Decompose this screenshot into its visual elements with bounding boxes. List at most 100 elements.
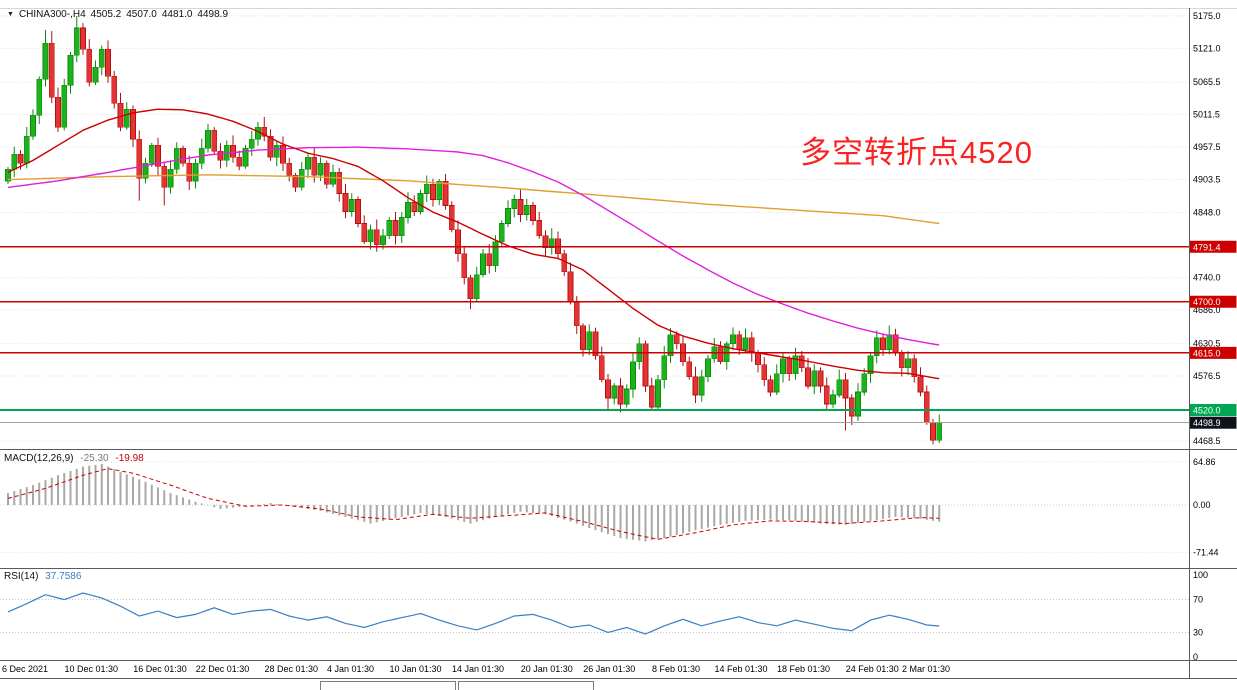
candle-body: [367, 229, 374, 242]
price-badge-label: 4498.9: [1193, 418, 1221, 428]
candle-body: [598, 355, 605, 381]
candle-body: [673, 334, 680, 345]
candle-body: [42, 42, 49, 80]
candle-body: [911, 358, 918, 378]
macd-signal-line: [7, 468, 940, 540]
candle-body: [148, 145, 155, 164]
ohlc-low: 4481.0: [161, 9, 193, 20]
candle-body: [730, 334, 736, 345]
x-date-label: 6 Dec 2021: [2, 664, 48, 674]
y-tick-label: 4576.5: [1193, 371, 1221, 381]
candle-body: [661, 355, 668, 381]
candle-body: [611, 385, 618, 399]
x-date-label: 26 Jan 01:30: [583, 664, 635, 674]
y-tick-label: 4468.5: [1193, 436, 1221, 446]
candle-body: [411, 202, 418, 212]
candle-body: [705, 358, 711, 378]
candle-body: [623, 388, 630, 405]
candle-body: [511, 199, 518, 209]
candle-body: [692, 376, 699, 396]
candle-body: [755, 352, 761, 366]
y-tick-label: 5121.0: [1193, 43, 1221, 53]
x-date-label: 8 Feb 01:30: [652, 664, 700, 674]
candle-body: [73, 27, 80, 56]
candle-body: [455, 229, 461, 254]
candle-body: [905, 358, 911, 369]
candle-body: [542, 235, 549, 248]
candle-body: [80, 27, 86, 50]
candle-body: [105, 48, 111, 77]
candle-body: [55, 96, 61, 128]
candle-body: [230, 145, 236, 158]
candle-body: [142, 163, 149, 179]
candle-body: [617, 385, 624, 405]
candle-body: [573, 301, 580, 327]
candle-body: [98, 48, 105, 68]
candle-body: [48, 42, 55, 98]
x-date-label: 14 Jan 01:30: [452, 664, 504, 674]
candle-body: [173, 148, 180, 170]
candle-body: [842, 379, 849, 399]
candle-body: [630, 361, 636, 390]
candle-body: [392, 220, 399, 236]
candle-body: [873, 337, 880, 357]
macd-name: MACD(12,26,9): [4, 453, 74, 464]
candle-body: [580, 325, 586, 351]
y-tick-label: 4686.0: [1193, 305, 1221, 315]
symbol-period-label: CHINA300-,H4: [18, 9, 86, 20]
x-date-label: 10 Jan 01:30: [390, 664, 442, 674]
candle-body: [5, 169, 11, 182]
candle-body: [798, 355, 805, 369]
candle-body: [492, 241, 499, 266]
candle-body: [23, 136, 30, 164]
x-date-label: 10 Dec 01:30: [65, 664, 119, 674]
candle-body: [642, 343, 649, 387]
candle-body: [423, 184, 430, 194]
candle-body: [430, 184, 436, 200]
candle-body: [167, 169, 174, 188]
candle-body: [386, 220, 393, 236]
macd-scale-label: 0.00: [1193, 500, 1211, 510]
x-date-label: 28 Dec 01:30: [265, 664, 319, 674]
window-tab-2[interactable]: [458, 681, 594, 690]
ma-mid-line: [7, 146, 940, 346]
candle-body: [648, 385, 655, 408]
candle-body: [130, 108, 136, 140]
x-date-label: 20 Jan 01:30: [521, 664, 573, 674]
candle-body: [523, 205, 530, 215]
candle-body: [348, 199, 355, 212]
candle-body: [773, 373, 780, 393]
candle-body: [880, 337, 886, 351]
candle-body: [486, 253, 493, 266]
candle-body: [717, 346, 724, 363]
candle-body: [767, 379, 774, 393]
candle-body: [923, 391, 930, 423]
candle-body: [17, 154, 24, 164]
candle-body: [311, 157, 318, 176]
candle-body: [836, 379, 843, 396]
candle-body: [655, 379, 661, 408]
price-badge: [1189, 404, 1237, 417]
candle-body: [255, 126, 261, 140]
candle-body: [323, 163, 330, 185]
candle-body: [505, 208, 511, 224]
window-tab-1[interactable]: [320, 681, 456, 690]
candle-body: [548, 238, 555, 248]
candle-body: [448, 205, 455, 230]
candle-body: [155, 145, 161, 167]
y-tick-label: 5065.5: [1193, 77, 1221, 87]
candle-body: [461, 253, 468, 278]
candle-body: [748, 337, 755, 354]
candle-body: [592, 331, 599, 357]
x-date-label: 24 Feb 01:30: [846, 664, 899, 674]
candle-body: [917, 376, 924, 393]
x-date-label: 14 Feb 01:30: [715, 664, 768, 674]
candle-body: [286, 163, 293, 176]
ma-slow-line: [7, 174, 940, 225]
candle-body: [248, 139, 255, 149]
candle-body: [742, 337, 749, 351]
candle-body: [217, 151, 224, 161]
symbol-dropdown-icon[interactable]: ▼: [7, 10, 14, 18]
